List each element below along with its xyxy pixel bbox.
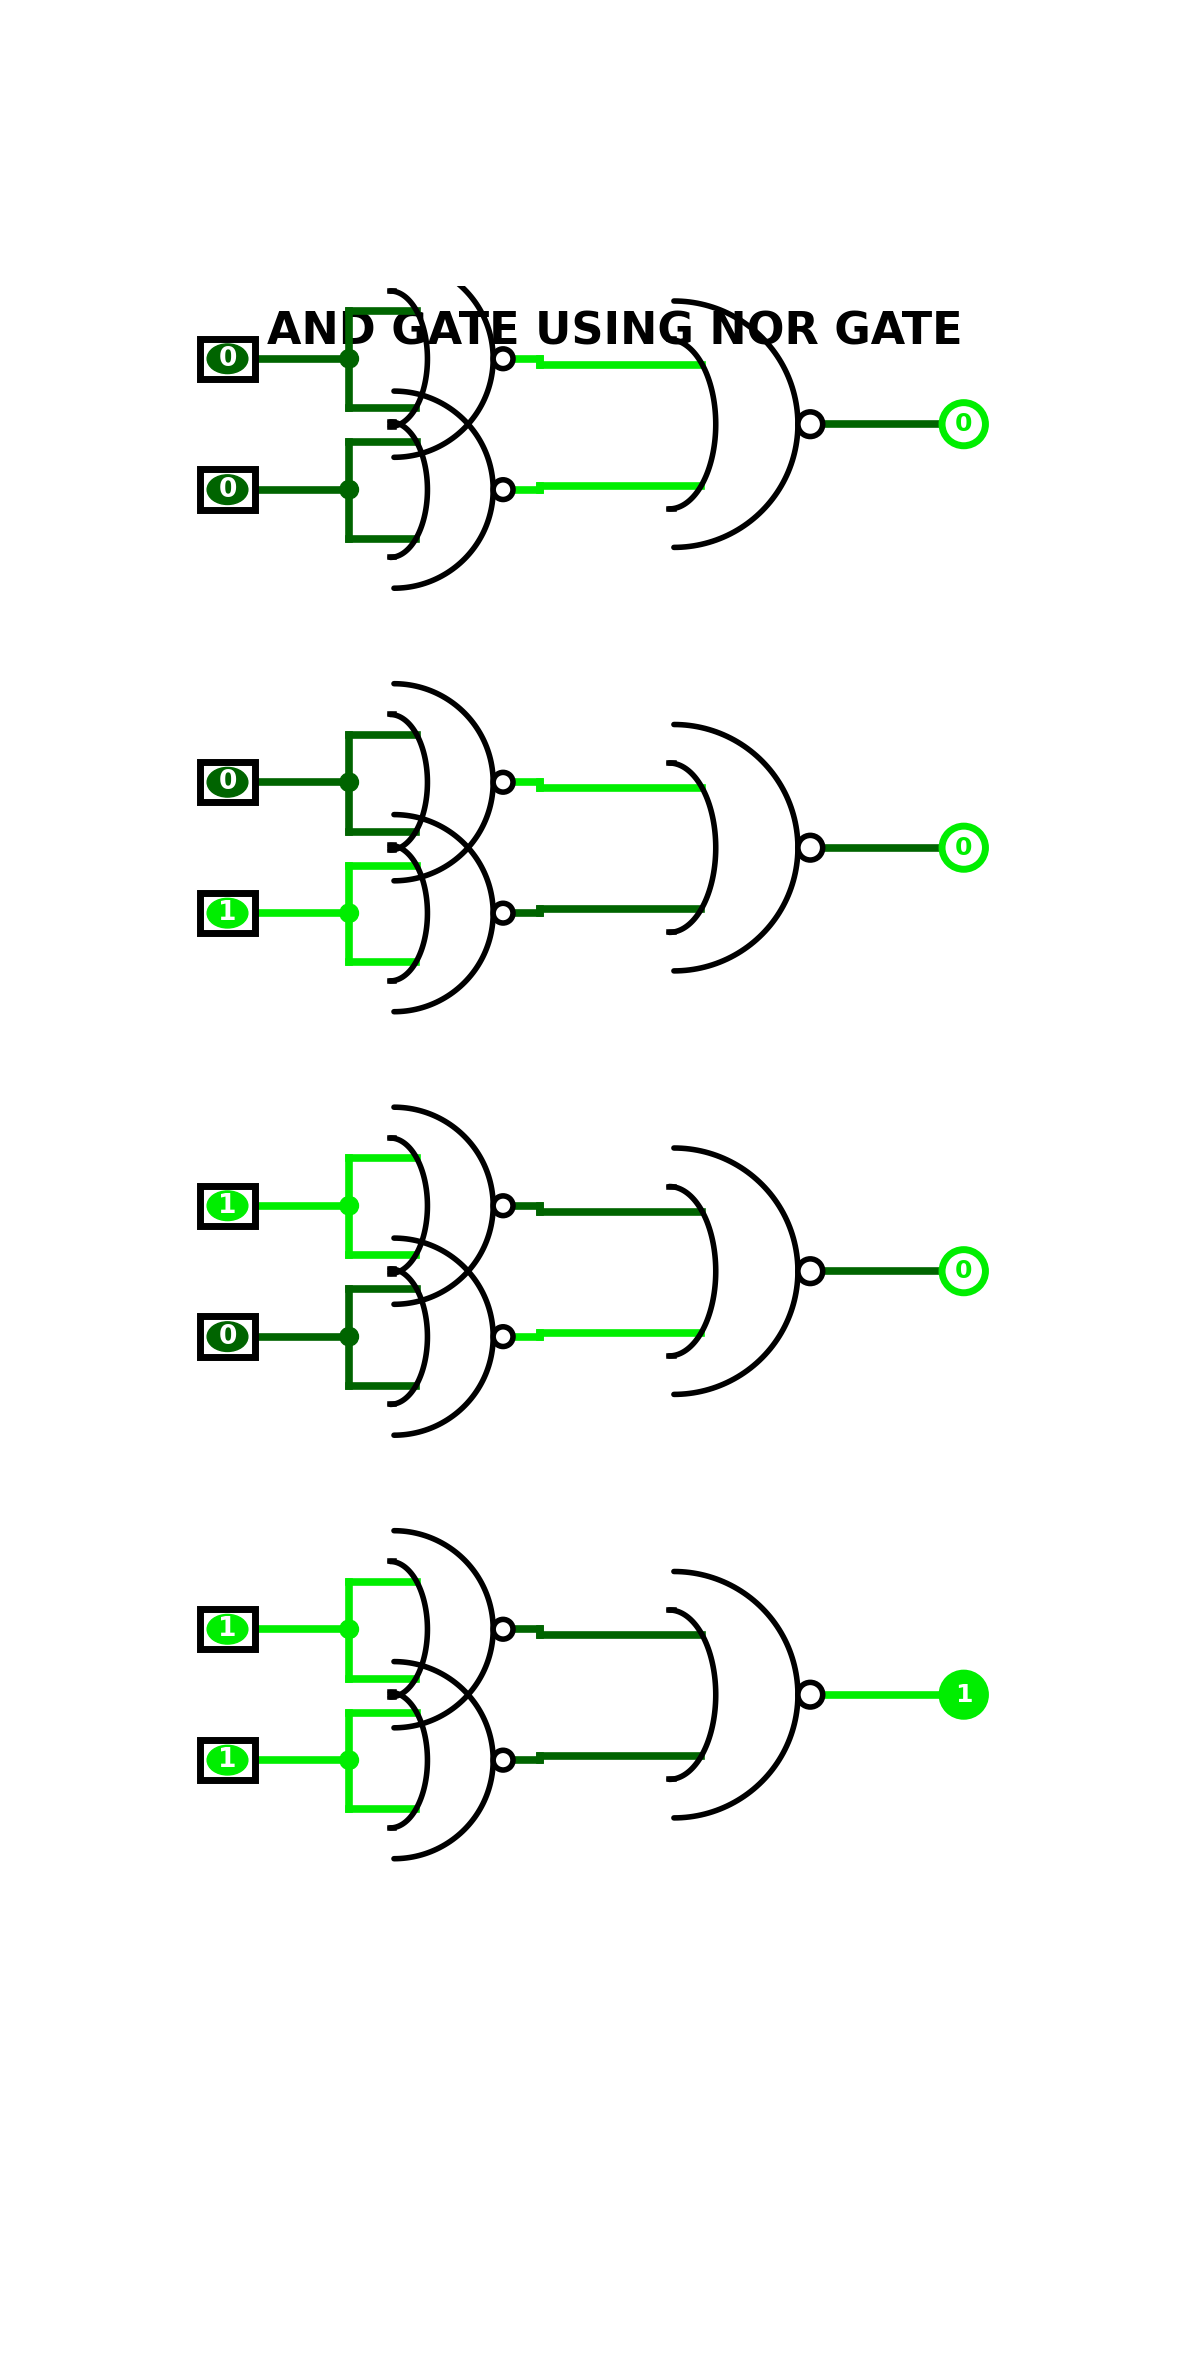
Text: 0: 0 bbox=[955, 835, 972, 859]
Circle shape bbox=[798, 1683, 823, 1706]
Ellipse shape bbox=[208, 1321, 248, 1352]
Circle shape bbox=[493, 1326, 512, 1347]
Ellipse shape bbox=[208, 1745, 248, 1775]
Text: 1: 1 bbox=[218, 1192, 236, 1219]
Text: 0: 0 bbox=[218, 769, 236, 795]
Text: 1: 1 bbox=[218, 900, 236, 926]
Text: 1: 1 bbox=[218, 1747, 236, 1773]
Circle shape bbox=[340, 1328, 359, 1347]
Bar bbox=[200, 1185, 254, 1226]
Circle shape bbox=[340, 1752, 359, 1768]
Text: 1: 1 bbox=[955, 1683, 972, 1706]
Text: 0: 0 bbox=[218, 1323, 236, 1349]
Circle shape bbox=[942, 402, 985, 445]
Ellipse shape bbox=[208, 476, 248, 505]
Text: 0: 0 bbox=[218, 345, 236, 371]
Circle shape bbox=[798, 835, 823, 859]
Circle shape bbox=[340, 1197, 359, 1214]
Circle shape bbox=[340, 481, 359, 500]
Bar bbox=[200, 338, 254, 378]
Bar bbox=[200, 469, 254, 509]
Circle shape bbox=[340, 904, 359, 923]
Ellipse shape bbox=[208, 1190, 248, 1221]
Bar bbox=[200, 1316, 254, 1357]
Circle shape bbox=[340, 1621, 359, 1637]
Circle shape bbox=[493, 904, 512, 923]
Circle shape bbox=[798, 412, 823, 436]
Text: 0: 0 bbox=[955, 1259, 972, 1283]
Circle shape bbox=[942, 1250, 985, 1292]
Circle shape bbox=[493, 774, 512, 793]
Text: 0: 0 bbox=[955, 412, 972, 436]
Bar bbox=[200, 762, 254, 802]
Ellipse shape bbox=[208, 897, 248, 928]
Circle shape bbox=[340, 774, 359, 793]
Circle shape bbox=[493, 1749, 512, 1771]
Circle shape bbox=[493, 481, 512, 500]
Circle shape bbox=[493, 1618, 512, 1640]
Ellipse shape bbox=[208, 766, 248, 797]
Bar bbox=[200, 1609, 254, 1649]
Bar bbox=[200, 892, 254, 933]
Circle shape bbox=[493, 1195, 512, 1216]
Circle shape bbox=[798, 1259, 823, 1283]
Circle shape bbox=[340, 350, 359, 369]
Bar bbox=[200, 1740, 254, 1780]
Text: 0: 0 bbox=[218, 476, 236, 502]
Text: AND GATE USING NOR GATE: AND GATE USING NOR GATE bbox=[268, 309, 962, 352]
Circle shape bbox=[942, 826, 985, 869]
Text: 1: 1 bbox=[218, 1616, 236, 1642]
Circle shape bbox=[942, 1673, 985, 1716]
Ellipse shape bbox=[208, 345, 248, 374]
Ellipse shape bbox=[208, 1614, 248, 1645]
Circle shape bbox=[493, 350, 512, 369]
